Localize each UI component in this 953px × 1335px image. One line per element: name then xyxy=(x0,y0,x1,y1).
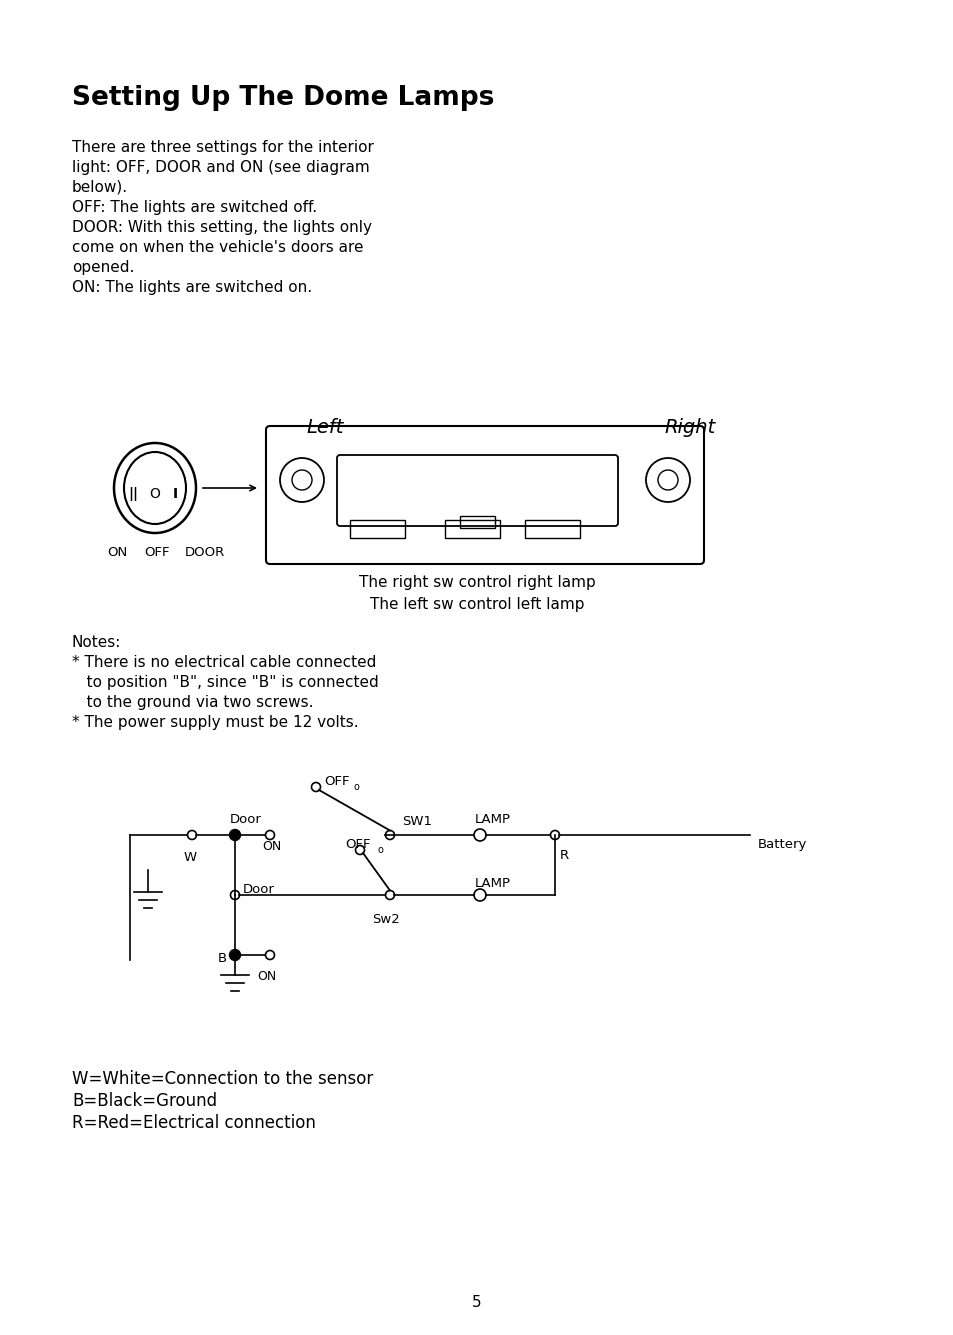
Text: W: W xyxy=(183,850,196,864)
Text: Notes:: Notes: xyxy=(71,635,121,650)
Text: There are three settings for the interior: There are three settings for the interio… xyxy=(71,140,374,155)
Text: ON: The lights are switched on.: ON: The lights are switched on. xyxy=(71,280,312,295)
Bar xyxy=(350,521,405,538)
Text: ON: ON xyxy=(262,840,281,853)
Text: ON: ON xyxy=(257,971,276,983)
Text: Door: Door xyxy=(230,813,262,826)
Text: LAMP: LAMP xyxy=(475,877,511,890)
Text: come on when the vehicle's doors are: come on when the vehicle's doors are xyxy=(71,240,363,255)
Text: Sw2: Sw2 xyxy=(372,913,399,926)
Text: 5: 5 xyxy=(472,1295,481,1310)
Text: to position "B", since "B" is connected: to position "B", since "B" is connected xyxy=(71,676,378,690)
Text: light: OFF, DOOR and ON (see diagram: light: OFF, DOOR and ON (see diagram xyxy=(71,160,370,175)
Text: The left sw control left lamp: The left sw control left lamp xyxy=(370,597,583,611)
Text: Setting Up The Dome Lamps: Setting Up The Dome Lamps xyxy=(71,85,494,111)
Text: SW1: SW1 xyxy=(401,814,432,828)
Text: DOOR: With this setting, the lights only: DOOR: With this setting, the lights only xyxy=(71,220,372,235)
Circle shape xyxy=(230,949,240,960)
Text: R: R xyxy=(559,849,569,862)
Text: B=Black=Ground: B=Black=Ground xyxy=(71,1092,217,1109)
Bar xyxy=(444,521,499,538)
Text: opened.: opened. xyxy=(71,260,134,275)
Bar xyxy=(524,521,579,538)
Text: The right sw control right lamp: The right sw control right lamp xyxy=(358,575,595,590)
Text: OFF: OFF xyxy=(324,776,349,788)
Text: Left: Left xyxy=(306,418,343,437)
Text: o: o xyxy=(377,845,383,854)
Text: OFF: OFF xyxy=(345,838,370,850)
Bar xyxy=(459,517,495,529)
Text: LAMP: LAMP xyxy=(475,813,511,826)
Text: I: I xyxy=(172,487,177,501)
Text: ON: ON xyxy=(107,546,127,559)
Text: * There is no electrical cable connected: * There is no electrical cable connected xyxy=(71,655,376,670)
Circle shape xyxy=(230,829,240,841)
Text: OFF: OFF xyxy=(144,546,170,559)
Text: Right: Right xyxy=(663,418,715,437)
Text: Battery: Battery xyxy=(758,838,806,850)
Text: o: o xyxy=(354,782,359,792)
Text: to the ground via two screws.: to the ground via two screws. xyxy=(71,696,314,710)
Text: O: O xyxy=(150,487,160,501)
Text: * The power supply must be 12 volts.: * The power supply must be 12 volts. xyxy=(71,716,358,730)
Text: below).: below). xyxy=(71,180,128,195)
Text: ||: || xyxy=(128,487,138,501)
Text: R=Red=Electrical connection: R=Red=Electrical connection xyxy=(71,1113,315,1132)
Text: OFF: The lights are switched off.: OFF: The lights are switched off. xyxy=(71,200,316,215)
Text: W=White=Connection to the sensor: W=White=Connection to the sensor xyxy=(71,1069,373,1088)
Text: DOOR: DOOR xyxy=(185,546,225,559)
Text: B: B xyxy=(217,952,227,965)
Text: Door: Door xyxy=(243,882,274,896)
